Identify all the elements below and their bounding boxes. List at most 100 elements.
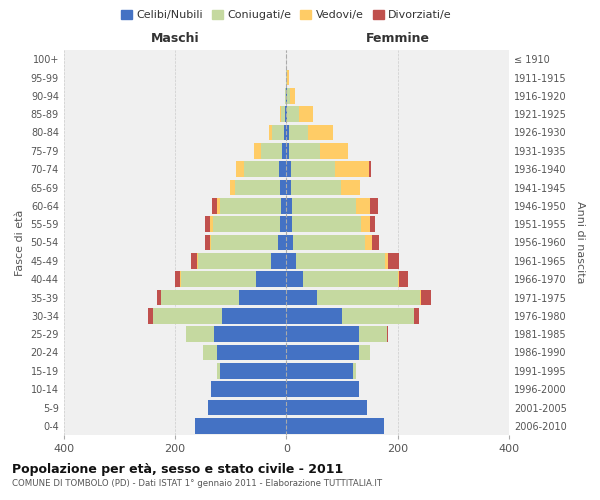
Bar xyxy=(212,198,217,214)
Bar xyxy=(289,124,308,140)
Bar xyxy=(148,308,153,324)
Bar xyxy=(299,106,313,122)
Bar xyxy=(286,400,367,415)
Bar xyxy=(186,326,214,342)
Bar xyxy=(291,162,335,177)
Bar xyxy=(286,344,359,360)
Bar xyxy=(280,216,286,232)
Bar xyxy=(254,143,261,158)
Bar xyxy=(388,253,400,268)
Y-axis label: Fasce di età: Fasce di età xyxy=(15,210,25,276)
Bar xyxy=(361,216,370,232)
Bar xyxy=(281,198,286,214)
Bar xyxy=(203,344,217,360)
Bar xyxy=(236,162,244,177)
Bar xyxy=(161,290,239,306)
Bar xyxy=(269,124,272,140)
Bar xyxy=(320,143,347,158)
Bar xyxy=(220,363,286,378)
Bar xyxy=(317,290,420,306)
Bar xyxy=(296,253,385,268)
Bar xyxy=(292,216,361,232)
Bar xyxy=(194,418,286,434)
Bar xyxy=(244,162,278,177)
Bar xyxy=(341,180,361,196)
Bar xyxy=(286,143,289,158)
Bar xyxy=(365,234,372,250)
Bar xyxy=(292,198,356,214)
Bar xyxy=(369,162,371,177)
Bar xyxy=(308,124,333,140)
Bar xyxy=(386,326,388,342)
Bar xyxy=(281,106,285,122)
Bar xyxy=(286,70,287,86)
Bar xyxy=(335,162,369,177)
Bar xyxy=(272,124,284,140)
Bar xyxy=(285,106,286,122)
Bar xyxy=(239,290,286,306)
Bar xyxy=(420,290,421,306)
Bar xyxy=(280,106,281,122)
Bar xyxy=(230,180,235,196)
Bar xyxy=(256,272,286,287)
Bar xyxy=(286,290,317,306)
Bar xyxy=(208,400,286,415)
Bar xyxy=(286,106,287,122)
Bar xyxy=(286,198,292,214)
Bar xyxy=(217,198,220,214)
Bar xyxy=(280,180,286,196)
Bar xyxy=(271,253,286,268)
Bar xyxy=(197,253,199,268)
Bar xyxy=(293,234,365,250)
Bar xyxy=(213,216,280,232)
Bar xyxy=(286,363,353,378)
Text: Maschi: Maschi xyxy=(151,32,199,44)
Bar xyxy=(286,308,342,324)
Bar xyxy=(286,326,359,342)
Bar xyxy=(359,326,386,342)
Bar xyxy=(398,272,400,287)
Bar xyxy=(278,234,286,250)
Bar xyxy=(385,253,388,268)
Bar xyxy=(289,143,320,158)
Bar xyxy=(286,253,296,268)
Bar xyxy=(370,216,376,232)
Bar xyxy=(286,162,291,177)
Bar xyxy=(356,198,370,214)
Bar xyxy=(286,216,292,232)
Text: COMUNE DI TOMBOLO (PD) - Dati ISTAT 1° gennaio 2011 - Elaborazione TUTTITALIA.IT: COMUNE DI TOMBOLO (PD) - Dati ISTAT 1° g… xyxy=(12,479,382,488)
Bar xyxy=(286,124,289,140)
Bar xyxy=(359,344,370,360)
Bar xyxy=(211,382,286,397)
Bar xyxy=(210,216,213,232)
Bar xyxy=(290,88,295,104)
Bar xyxy=(291,180,341,196)
Text: Femmine: Femmine xyxy=(365,32,430,44)
Text: Popolazione per età, sesso e stato civile - 2011: Popolazione per età, sesso e stato civil… xyxy=(12,462,343,475)
Bar xyxy=(205,234,209,250)
Bar xyxy=(205,216,210,232)
Bar xyxy=(286,234,293,250)
Bar xyxy=(235,180,280,196)
Bar xyxy=(286,418,384,434)
Bar xyxy=(400,272,407,287)
Bar xyxy=(342,308,415,324)
Bar xyxy=(214,326,286,342)
Bar xyxy=(370,198,378,214)
Bar xyxy=(278,162,286,177)
Bar xyxy=(191,253,197,268)
Bar xyxy=(157,290,161,306)
Bar xyxy=(421,290,431,306)
Bar xyxy=(223,308,286,324)
Bar xyxy=(181,272,256,287)
Bar xyxy=(211,234,278,250)
Bar xyxy=(303,272,398,287)
Bar xyxy=(372,234,379,250)
Bar xyxy=(217,363,220,378)
Bar xyxy=(287,88,290,104)
Bar xyxy=(287,106,299,122)
Bar xyxy=(261,143,282,158)
Bar xyxy=(287,70,289,86)
Bar xyxy=(282,143,286,158)
Bar xyxy=(220,198,281,214)
